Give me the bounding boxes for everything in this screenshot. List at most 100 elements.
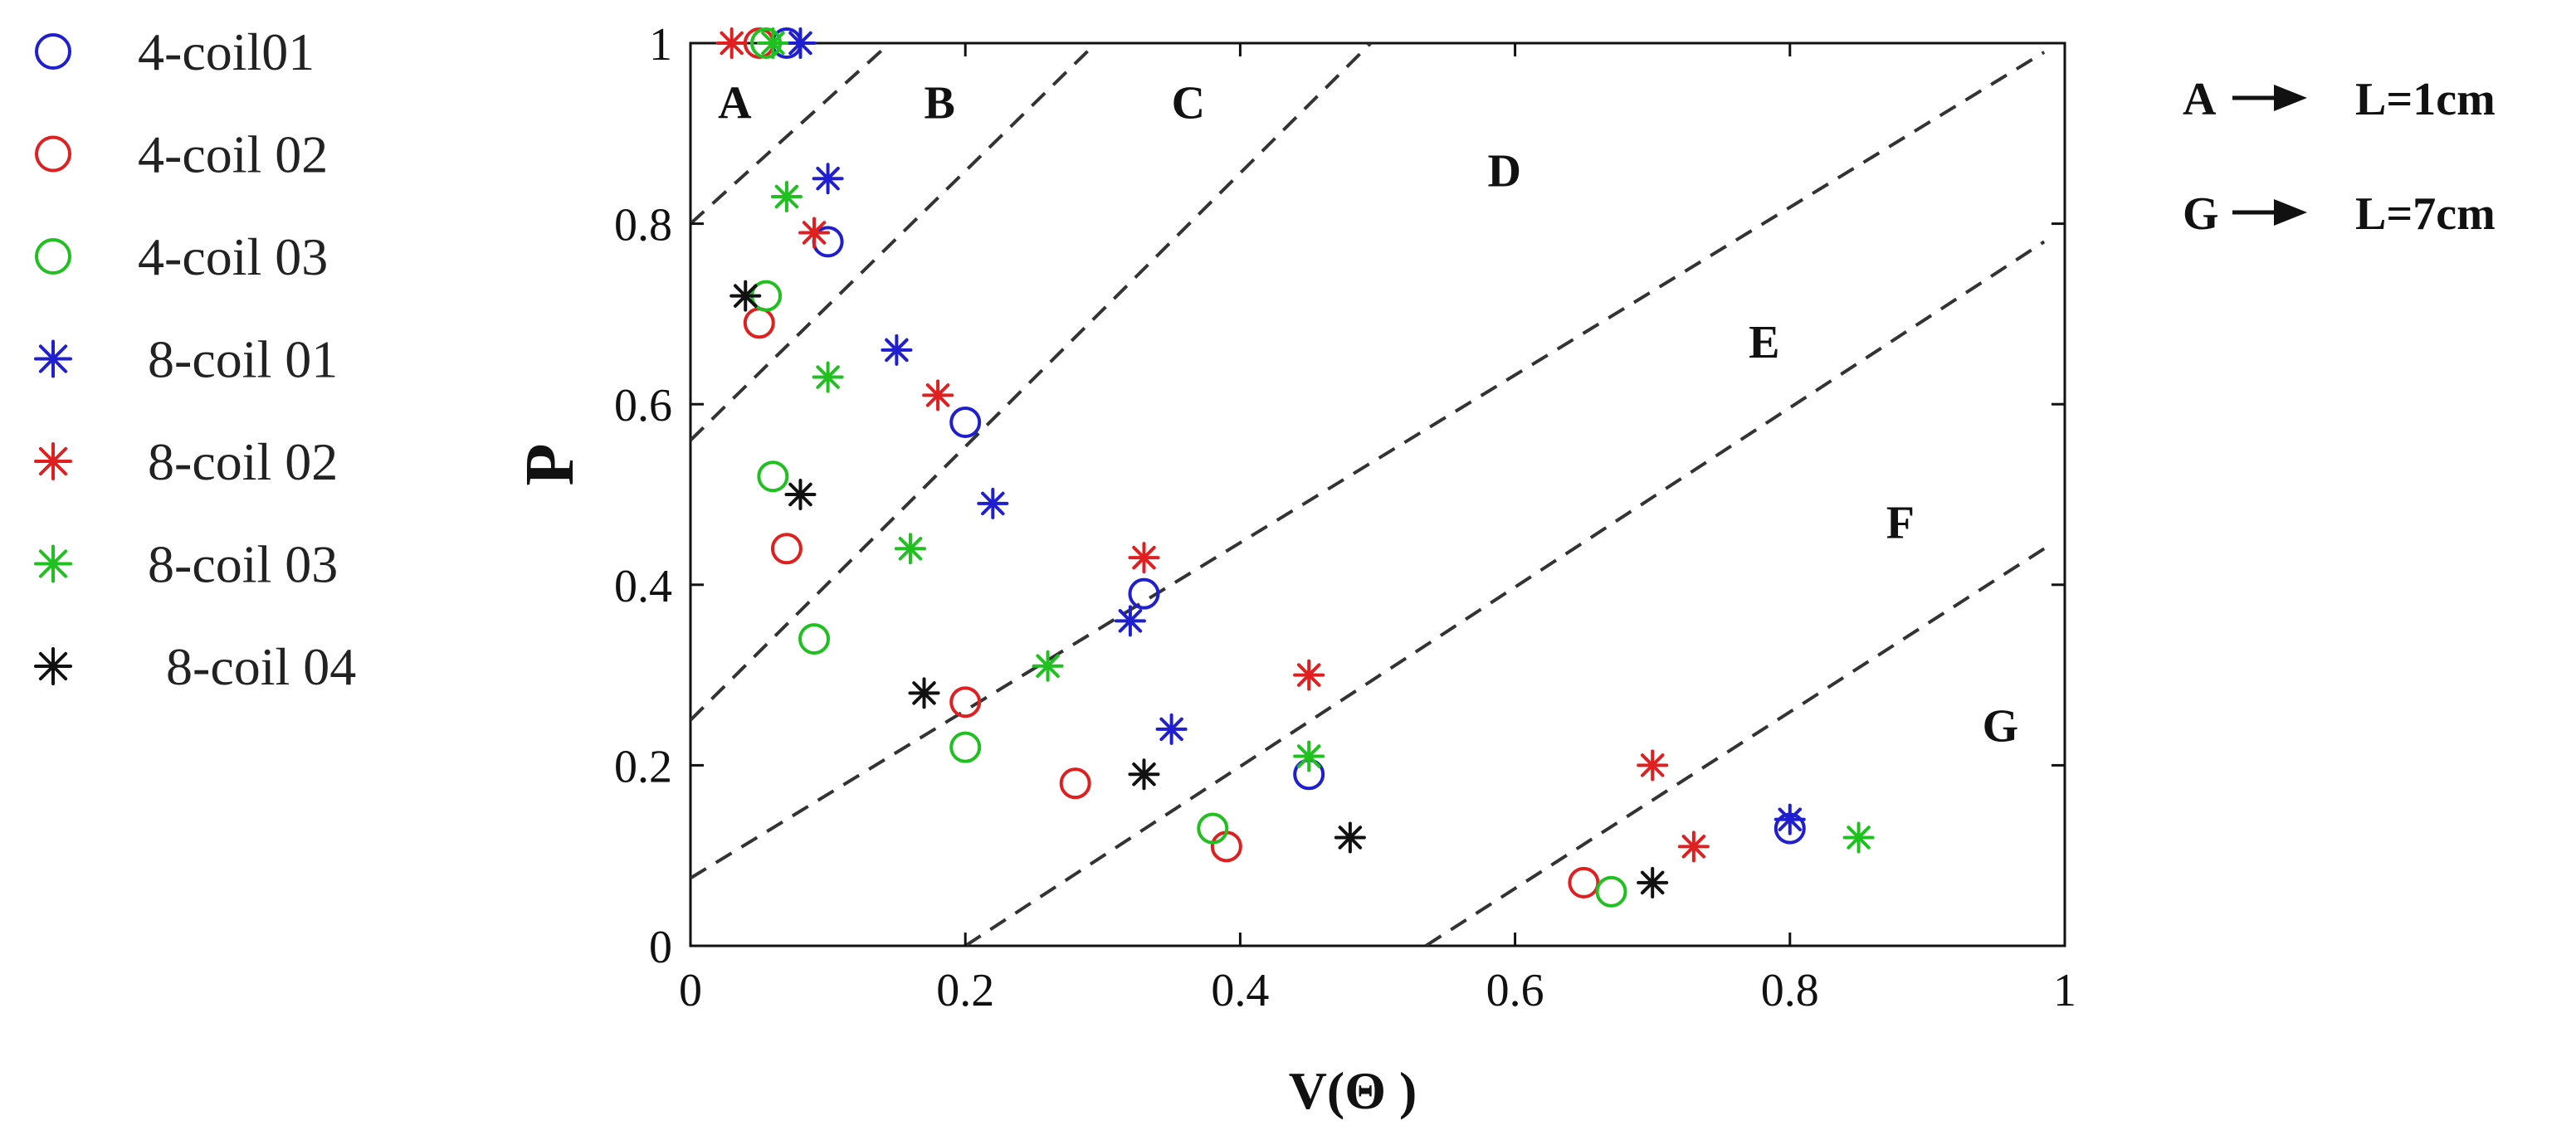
region-label-f: F xyxy=(1886,498,1915,549)
series-4-coil-03 xyxy=(750,27,1627,908)
data-point xyxy=(949,406,982,438)
circle-marker-icon xyxy=(35,135,71,173)
y-tick-label: 0.6 xyxy=(614,380,672,431)
data-point xyxy=(1128,758,1160,791)
legend-label: 4-coil 02 xyxy=(138,125,328,184)
data-point xyxy=(1128,542,1160,574)
y-tick-label: 0.4 xyxy=(614,561,672,612)
data-point xyxy=(1637,866,1669,899)
x-tick-label: 0.8 xyxy=(1761,965,1819,1016)
annotation-left-label: A xyxy=(2183,74,2217,125)
data-point xyxy=(757,460,789,493)
data-point xyxy=(1842,821,1875,854)
right-arrow-icon xyxy=(2232,85,2307,111)
data-point xyxy=(977,487,1009,519)
annotation-row: G L=7cm xyxy=(2183,188,2496,240)
data-point xyxy=(1114,605,1146,637)
data-point xyxy=(1155,713,1188,745)
x-tick-label: 0.4 xyxy=(1211,965,1269,1016)
data-point xyxy=(757,27,789,59)
data-point xyxy=(1568,866,1600,899)
annotation-right-label: L=1cm xyxy=(2355,74,2496,125)
plot-area xyxy=(689,41,2066,947)
boundary-line xyxy=(1424,547,2046,946)
boundary-line xyxy=(690,43,891,226)
series-8-coil-01 xyxy=(784,27,1806,835)
series-8-coil-03 xyxy=(757,27,1875,854)
region-labels: A B C D E F G xyxy=(718,78,2018,753)
x-tick-label: 0.6 xyxy=(1486,965,1544,1016)
x-tick-label: 1 xyxy=(2053,965,2076,1016)
legend-item: 8-coil 02 xyxy=(34,432,338,491)
plot-frame xyxy=(689,41,2066,947)
data-point xyxy=(1197,812,1229,845)
data-point xyxy=(881,334,913,366)
x-tick-label: 0.2 xyxy=(936,965,994,1016)
series-8-coil-02 xyxy=(715,27,1710,863)
star-marker-icon xyxy=(34,339,72,378)
region-label-b: B xyxy=(925,78,955,129)
legend-item: 4-coil 02 xyxy=(35,125,328,184)
y-tick-label: 0.8 xyxy=(614,200,672,251)
data-point xyxy=(1128,577,1160,610)
annotation-row: A L=1cm xyxy=(2183,74,2496,125)
y-axis-title: P xyxy=(511,443,588,485)
x-tick-label: 0 xyxy=(679,965,702,1016)
annotation-right-label: L=7cm xyxy=(2355,188,2496,240)
data-point xyxy=(798,623,831,655)
data-point xyxy=(798,217,831,249)
axes: 0 0.2 0.4 0.6 0.8 1 0 0.2 0.4 0.6 0.8 1 V(Θ ) P xyxy=(511,19,2076,1120)
star-marker-icon xyxy=(34,647,72,685)
star-marker-icon xyxy=(34,442,72,480)
data-point xyxy=(908,677,940,709)
legend-label: 8-coil 02 xyxy=(148,432,338,491)
x-axis-title: V(Θ ) xyxy=(1289,1061,1417,1120)
data-point xyxy=(812,361,844,393)
data-point xyxy=(1637,749,1669,782)
legend-item: 4-coil 03 xyxy=(35,227,328,286)
y-tick-label: 1 xyxy=(649,19,672,71)
data-point xyxy=(1032,650,1064,682)
data-point xyxy=(770,533,803,565)
series-8-coil-04 xyxy=(729,280,1669,899)
data-point xyxy=(715,27,748,59)
y-tick-label: 0.2 xyxy=(614,741,672,792)
right-arrow-icon xyxy=(2232,199,2307,226)
region-label-g: G xyxy=(1983,700,2019,752)
legend-label: 8-coil 01 xyxy=(148,330,338,389)
legend-item: 4-coil01 xyxy=(35,22,315,81)
data-point xyxy=(1334,821,1366,854)
boundary-line xyxy=(690,43,1373,722)
data-point xyxy=(729,280,762,312)
circle-marker-icon xyxy=(35,238,71,275)
legend-label: 4-coil 03 xyxy=(138,227,328,286)
data-series xyxy=(715,27,1875,908)
data-point xyxy=(1293,740,1325,772)
circle-marker-icon xyxy=(35,33,71,70)
region-boundaries xyxy=(690,43,2046,946)
legend-item: 8-coil 01 xyxy=(34,330,338,389)
data-point xyxy=(949,686,982,719)
legend-item: 8-coil 03 xyxy=(34,535,338,594)
star-marker-icon xyxy=(34,544,72,583)
annotation-left-label: G xyxy=(2183,188,2219,240)
boundary-line xyxy=(690,51,2046,880)
data-point xyxy=(922,379,954,412)
legend-label: 8-coil 04 xyxy=(166,637,356,696)
region-label-a: A xyxy=(718,78,752,129)
legend-label: 8-coil 03 xyxy=(148,535,338,594)
boundary-line xyxy=(964,240,2046,946)
region-label-d: D xyxy=(1487,145,1520,197)
y-tick-label: 0 xyxy=(649,922,672,973)
legend: 4-coil01 4-coil 02 4-coil 03 8-coil 01 8-coi… xyxy=(34,22,356,696)
data-point xyxy=(784,479,817,510)
legend-item: 8-coil 04 xyxy=(34,637,356,696)
length-annotations: A L=1cm G L=7cm xyxy=(2183,74,2496,240)
data-point xyxy=(784,27,817,59)
data-point xyxy=(770,180,803,212)
data-point xyxy=(1595,875,1627,908)
data-point xyxy=(1677,831,1710,863)
region-label-e: E xyxy=(1749,317,1779,368)
